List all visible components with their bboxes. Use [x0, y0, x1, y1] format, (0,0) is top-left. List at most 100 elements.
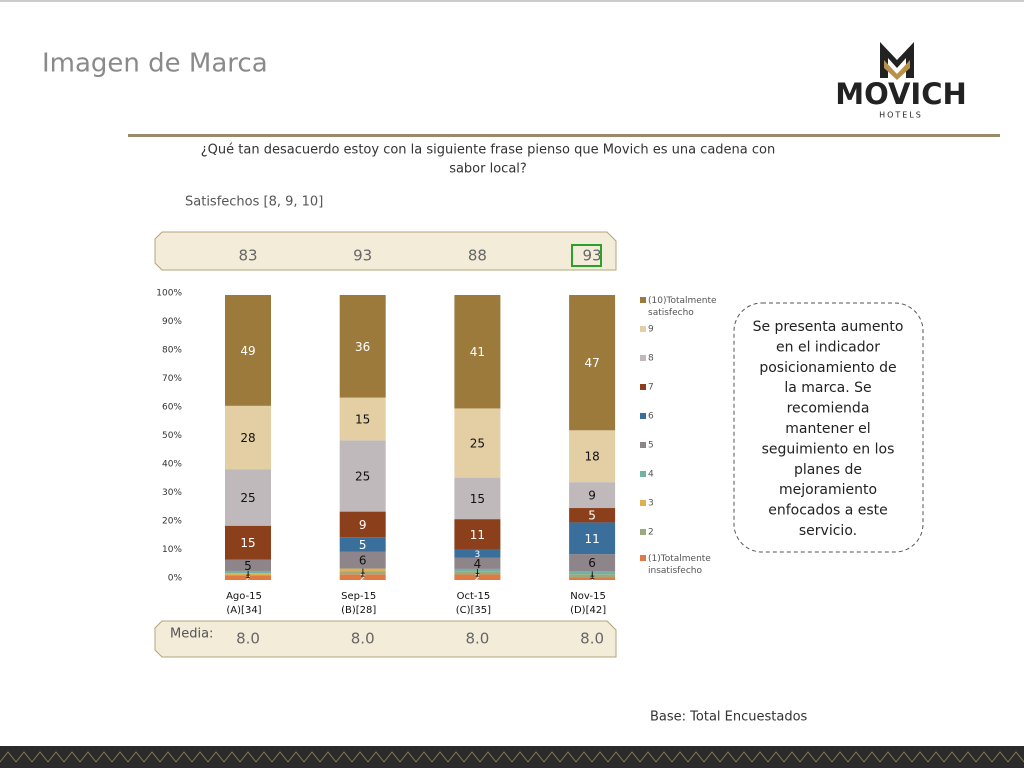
footer-pattern	[15, 751, 33, 763]
footer-pattern	[607, 751, 625, 763]
footer-pattern	[239, 751, 257, 763]
legend-label: (1)Totalmente insatisfecho	[648, 554, 711, 576]
data-label: 1	[360, 569, 366, 579]
footer-pattern	[95, 751, 113, 763]
footer-pattern	[591, 751, 609, 763]
data-label: 41	[470, 345, 485, 359]
mean-value: 8.0	[465, 630, 489, 648]
footer-pattern	[463, 751, 481, 763]
footer-pattern	[479, 751, 497, 763]
bar-segment	[569, 574, 616, 578]
footer-pattern	[159, 751, 177, 763]
data-label: 25	[355, 469, 370, 483]
footer-pattern	[991, 751, 1009, 763]
y-tick-label: 90%	[162, 317, 182, 327]
data-label: 3	[475, 550, 481, 560]
data-label: 2	[475, 574, 481, 584]
y-tick-label: 100%	[156, 289, 182, 299]
bar-segment	[339, 295, 386, 398]
data-label: 2	[360, 574, 366, 584]
legend-label-line: insatisfecho	[648, 566, 702, 576]
data-label: 18	[584, 450, 599, 464]
x-tick-label: Ago-15	[226, 591, 262, 602]
data-label: 15	[240, 536, 255, 550]
bar-segment	[339, 537, 386, 552]
x-tick-label: Nov-15	[570, 591, 606, 602]
footer-pattern	[287, 751, 305, 763]
legend-label: 4	[648, 470, 654, 480]
question: ¿Qué tan desacuerdo estoy con la siguien…	[201, 143, 775, 158]
footer-pattern	[863, 751, 881, 763]
legend-swatch	[640, 555, 646, 561]
data-label: 25	[240, 491, 255, 505]
legend-label: 2	[648, 528, 654, 538]
legend-label: 5	[648, 441, 654, 451]
footer-pattern	[575, 751, 593, 763]
footer-pattern	[703, 751, 721, 763]
footer-pattern	[527, 751, 545, 763]
bar-segment	[454, 571, 501, 575]
y-tick-label: 70%	[162, 374, 182, 384]
note-line: recomienda	[787, 401, 870, 417]
data-label: 1	[589, 572, 595, 582]
note-line: mejoramiento	[779, 482, 877, 498]
note-line: posicionamiento de	[759, 360, 896, 376]
legend-label: 3	[648, 499, 654, 509]
footer-pattern	[671, 751, 689, 763]
footer-pattern	[639, 751, 657, 763]
bar-segment	[339, 511, 386, 538]
bar-segment	[339, 568, 386, 572]
x-tick-sublabel: (A)[34]	[226, 605, 261, 616]
legend-label-line: satisfecho	[648, 308, 694, 318]
bar-segment	[225, 575, 271, 580]
logo-mark	[880, 42, 914, 78]
y-tick-label: 20%	[162, 517, 182, 527]
data-label: 1	[360, 567, 366, 577]
bar-segment	[569, 508, 616, 523]
bar-segment	[225, 559, 271, 571]
footer-pattern	[0, 751, 17, 763]
footer-pattern	[431, 751, 449, 763]
footer-pattern	[927, 751, 945, 763]
y-tick-label: 40%	[162, 460, 182, 470]
note-line: mantener el	[785, 421, 870, 437]
footer-pattern	[623, 751, 641, 763]
footer-pattern	[1007, 751, 1024, 763]
legend-label: (10)Totalmente satisfecho	[648, 296, 717, 318]
footer-pattern	[303, 751, 321, 763]
footer-pattern	[511, 751, 529, 763]
data-label: 6	[588, 556, 596, 570]
header-rule	[128, 134, 1000, 137]
bar-segment	[454, 549, 501, 558]
note-line: seguimiento en los	[762, 441, 895, 457]
data-label: 4	[474, 557, 482, 571]
footer-pattern	[799, 751, 817, 763]
note-line: planes de	[794, 462, 862, 478]
data-label: 1	[475, 567, 481, 577]
data-label: 1	[475, 570, 481, 580]
bar-segment	[569, 554, 616, 572]
note-line: servicio.	[799, 523, 857, 539]
question: sabor local?	[449, 162, 527, 177]
satisfied-band	[154, 231, 617, 271]
bar-segment	[454, 295, 501, 409]
bar-segment	[569, 482, 616, 509]
note-box	[733, 302, 924, 553]
mean-band	[154, 620, 617, 658]
legend-label: 6	[648, 412, 654, 422]
data-label: 25	[470, 437, 485, 451]
bar-segment	[225, 573, 271, 576]
footer-pattern	[943, 751, 961, 763]
footer-pattern	[751, 751, 769, 763]
mean-value: 8.0	[236, 630, 260, 648]
footer-pattern	[383, 751, 401, 763]
footer-pattern	[783, 751, 801, 763]
data-label: 1	[589, 575, 595, 585]
data-label: 36	[355, 340, 370, 354]
footer-pattern	[351, 751, 369, 763]
data-label: 5	[244, 559, 252, 573]
footer-pattern	[735, 751, 753, 763]
legend-swatch	[640, 442, 646, 448]
base-note: Base: Total Encuestados	[650, 710, 808, 725]
footer-pattern	[495, 751, 513, 763]
